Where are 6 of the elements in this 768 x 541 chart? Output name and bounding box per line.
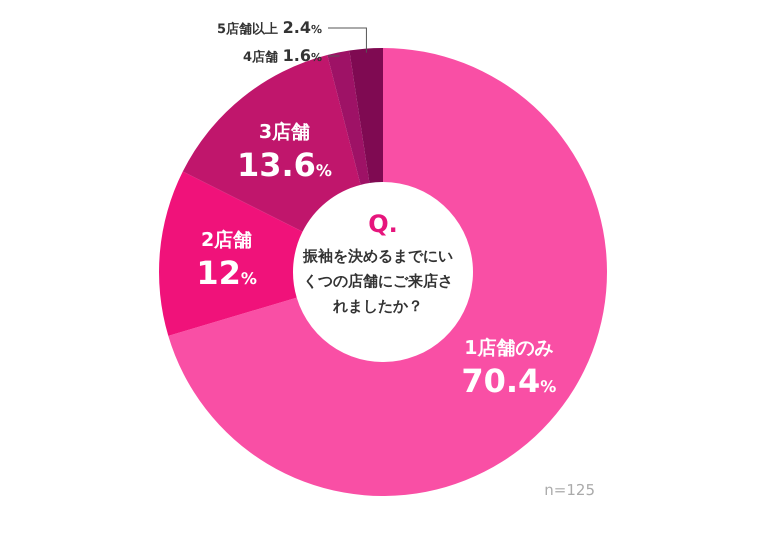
slice-label: 4店舗	[243, 49, 283, 65]
text: Q.	[368, 210, 398, 238]
slice-label: 5店舗以上	[217, 21, 283, 37]
subtitle: 振袖を決めるまでにいくつの店舗にご来店されましたか？	[302, 246, 454, 317]
data-label: 2.4%	[282, 18, 322, 37]
text: n=125	[544, 481, 595, 499]
